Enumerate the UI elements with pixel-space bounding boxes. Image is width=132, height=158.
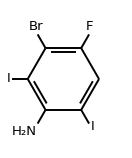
Text: Br: Br: [29, 20, 44, 33]
Text: I: I: [90, 120, 94, 133]
Text: I: I: [7, 73, 11, 85]
Text: F: F: [86, 20, 93, 33]
Text: H₂N: H₂N: [11, 125, 36, 138]
